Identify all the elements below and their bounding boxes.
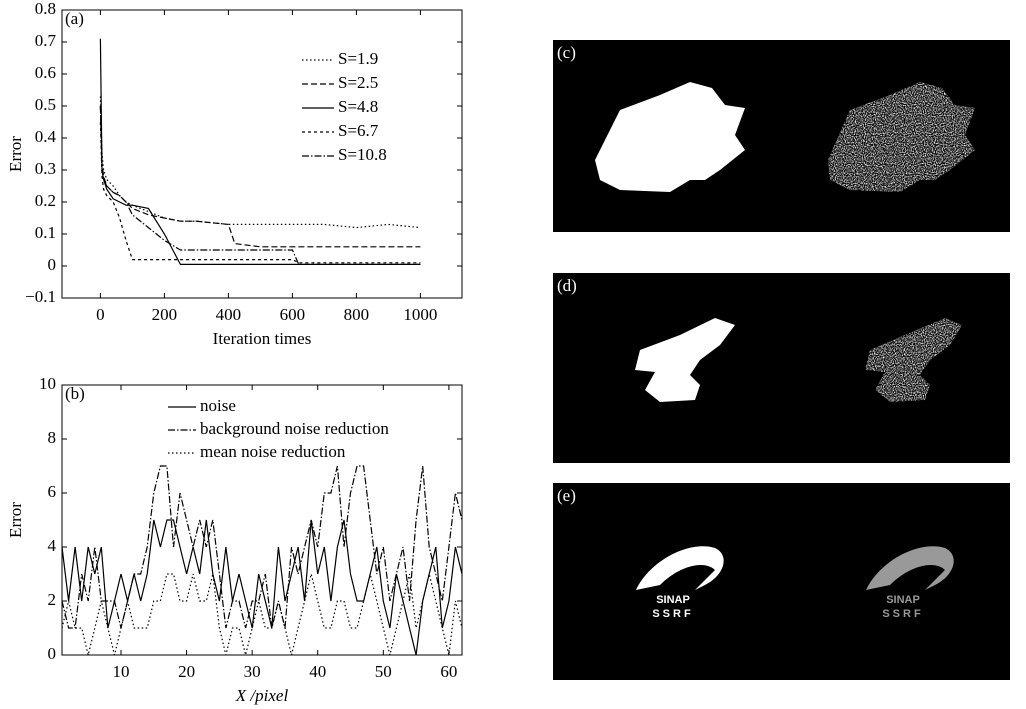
y-tick-label: 0.3 xyxy=(35,159,56,178)
legend-label: S=10.8 xyxy=(338,145,387,164)
x-tick-label: 10 xyxy=(113,662,130,681)
image-d xyxy=(553,273,1010,463)
legend-label: S=6.7 xyxy=(338,121,379,140)
y-tick-label: 4 xyxy=(48,536,57,555)
logo-text: SSRF xyxy=(652,608,693,620)
x-tick-label: 20 xyxy=(178,662,195,681)
panel-c: (c) xyxy=(553,40,1010,232)
y-tick-label: 0.7 xyxy=(35,31,57,50)
logo-text: SINAP xyxy=(656,594,690,606)
legend-label: background noise reduction xyxy=(200,419,389,438)
series-line xyxy=(99,105,421,248)
y-axis-label: Error xyxy=(6,502,25,538)
x-tick-label: 60 xyxy=(440,662,457,681)
y-tick-label: 0.5 xyxy=(35,95,56,114)
logo-text: SINAP xyxy=(886,594,920,606)
panel-label: (c) xyxy=(557,43,576,62)
y-tick-label: −0.1 xyxy=(25,287,56,306)
legend-label: S=2.5 xyxy=(338,73,378,92)
x-tick-label: 30 xyxy=(244,662,261,681)
series-line xyxy=(99,121,421,264)
blob xyxy=(595,82,745,192)
panel-label: (a) xyxy=(65,9,84,28)
x-axis-label: X /pixel xyxy=(235,686,289,705)
noisy-blob xyxy=(828,82,975,192)
x-tick-label: 0 xyxy=(96,305,105,324)
y-tick-label: 0.6 xyxy=(35,63,56,82)
series-line xyxy=(61,465,463,629)
x-axis-label: Iteration times xyxy=(213,329,312,348)
x-tick-label: 600 xyxy=(280,305,306,324)
panel-d: (d) xyxy=(553,273,1010,463)
y-tick-label: 0 xyxy=(48,644,57,663)
panel-label: (e) xyxy=(557,486,576,505)
x-tick-label: 400 xyxy=(216,305,242,324)
y-tick-label: 6 xyxy=(48,482,57,501)
reconstruction-noisy xyxy=(865,318,962,402)
legend-label: S=1.9 xyxy=(338,49,378,68)
y-tick-label: 10 xyxy=(39,374,56,393)
x-tick-label: 1000 xyxy=(403,305,437,324)
plot-frame xyxy=(61,384,463,656)
panel-label: (d) xyxy=(557,276,577,295)
y-tick-label: 8 xyxy=(48,428,57,447)
y-tick-label: 0.1 xyxy=(35,223,56,242)
series-line xyxy=(61,573,463,656)
y-tick-label: 0.4 xyxy=(35,127,57,146)
y-axis-label: Error xyxy=(6,136,25,172)
y-tick-label: 2 xyxy=(48,590,57,609)
logo xyxy=(636,546,724,590)
y-tick-label: 0.8 xyxy=(35,0,56,18)
panel-label: (b) xyxy=(65,384,85,403)
x-tick-label: 800 xyxy=(344,305,370,324)
logo-text: SSRF xyxy=(882,608,923,620)
series-line xyxy=(99,38,421,265)
x-tick-label: 50 xyxy=(375,662,392,681)
image-e xyxy=(553,483,1010,680)
panel-e: SINAP SSRF SINAP SSRF (e) xyxy=(553,483,1010,680)
x-tick-label: 40 xyxy=(309,662,326,681)
legend-label: mean noise reduction xyxy=(200,442,346,461)
y-tick-label: 0 xyxy=(48,255,57,274)
logo-dim xyxy=(866,546,954,590)
plot-frame xyxy=(61,9,463,299)
series-line xyxy=(99,105,421,265)
x-tick-label: 200 xyxy=(152,305,178,324)
legend-label: S=4.8 xyxy=(338,97,378,116)
legend-label: noise xyxy=(200,396,236,415)
y-tick-label: 0.2 xyxy=(35,191,56,210)
reconstruction xyxy=(635,318,735,402)
